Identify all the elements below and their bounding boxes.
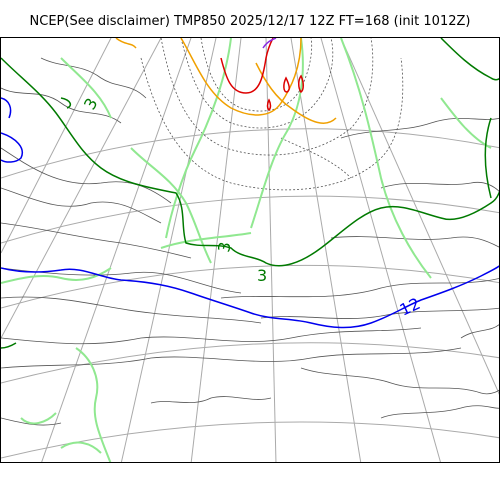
purple-contours <box>262 38 277 49</box>
light-green-contours <box>1 38 492 462</box>
map-title: NCEP(See disclaimer) TMP850 2025/12/17 1… <box>29 14 471 29</box>
dotted-contours <box>140 38 404 191</box>
contour-label-3-lower: 3 <box>257 266 267 285</box>
dark-green-contours <box>1 38 499 349</box>
orange-contours <box>115 38 337 124</box>
red-contours <box>220 38 304 112</box>
map-panel: 3 3 3 12 <box>0 37 500 463</box>
map-canvas: 3 3 3 12 <box>1 38 499 462</box>
blue-contours <box>1 97 499 329</box>
graticule <box>1 38 499 462</box>
coastlines <box>1 57 499 426</box>
contour-label-3-middle: 3 <box>214 240 234 253</box>
contour-label-12: 12 <box>397 294 423 320</box>
